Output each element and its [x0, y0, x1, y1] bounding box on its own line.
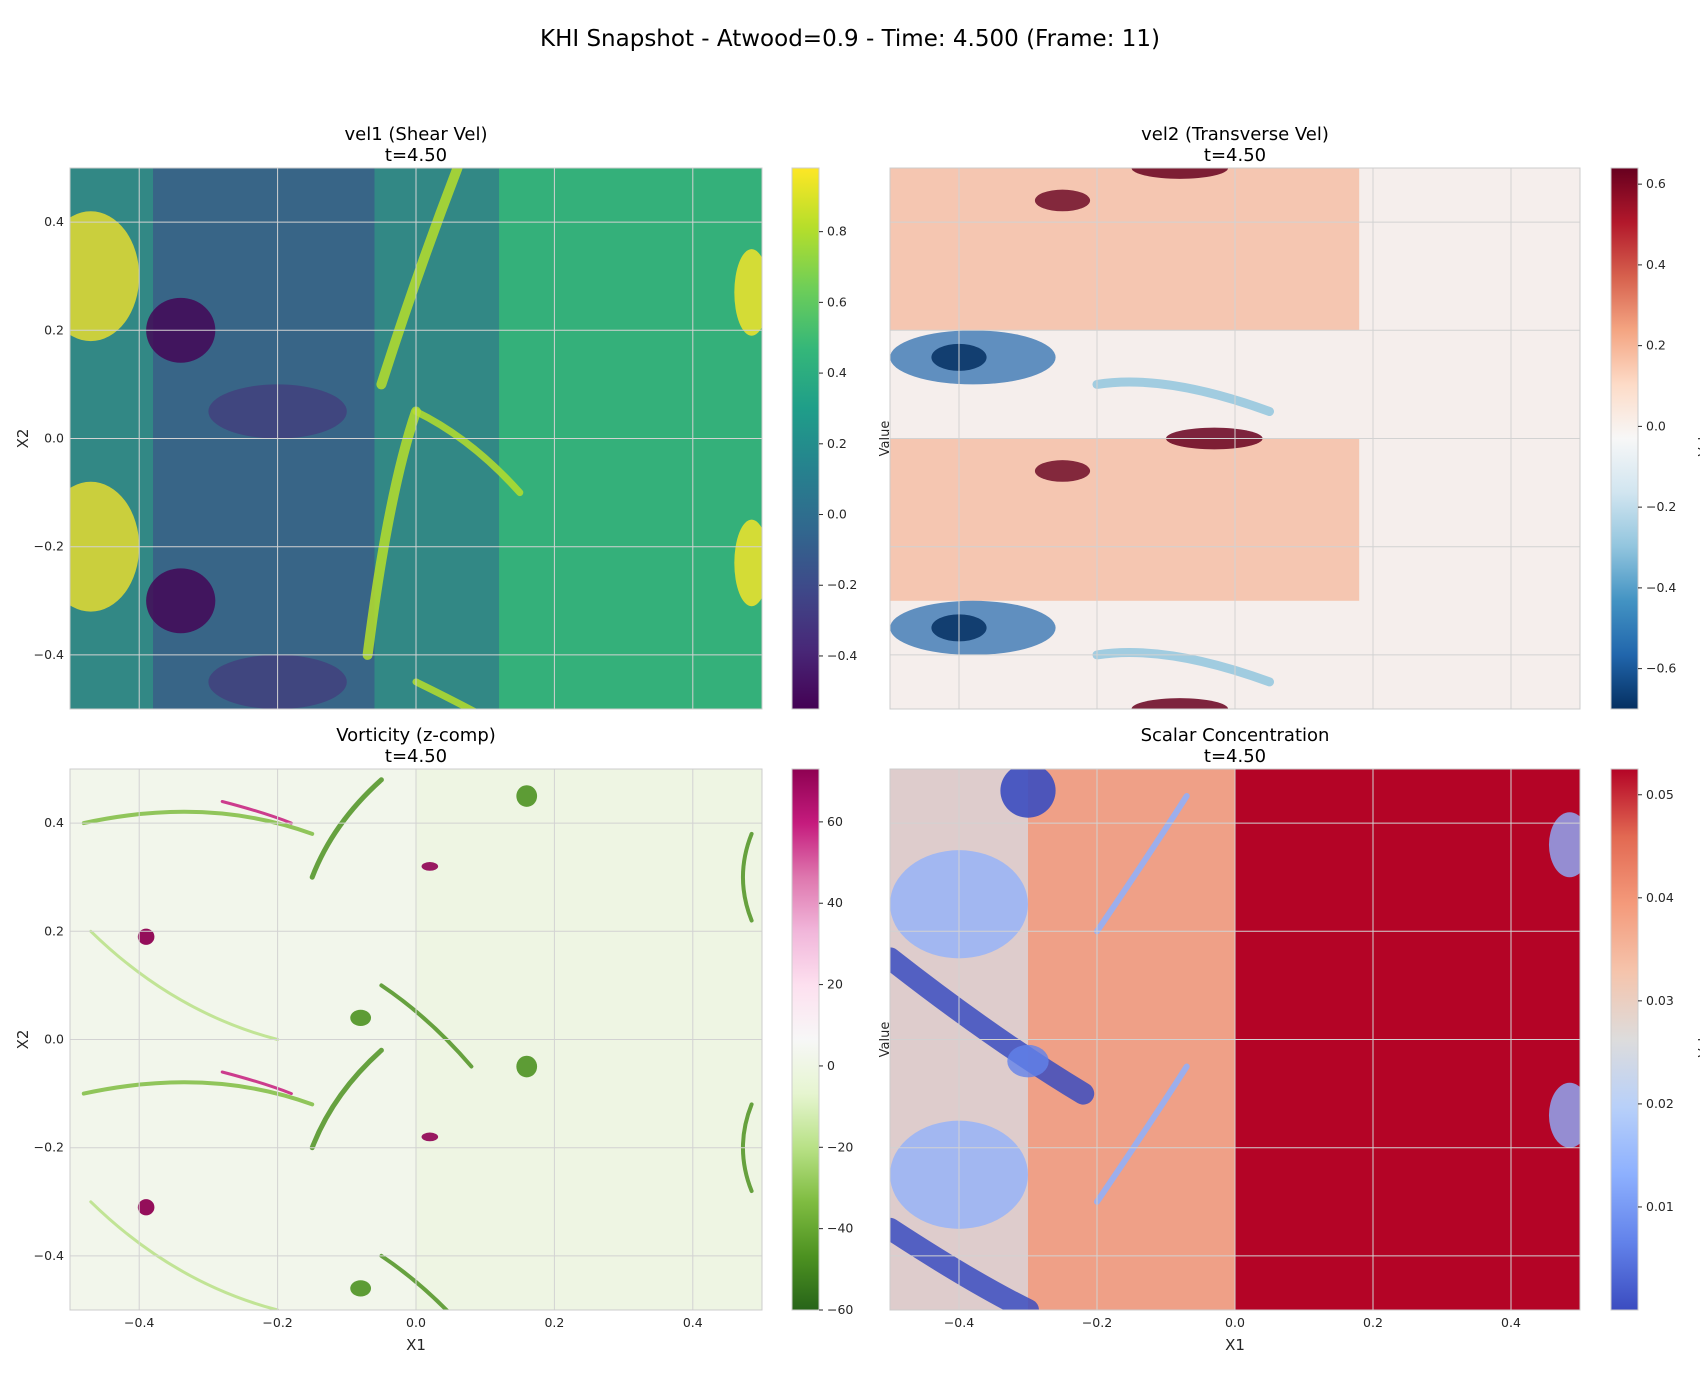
colorbar-tick-label: 0.04	[1646, 890, 1674, 905]
colorbar-tick-label: 40	[827, 895, 843, 910]
colorbar-tick-label: 0.0	[827, 507, 847, 522]
panel-subtitle: t=4.50	[385, 746, 447, 767]
y-tick-label: −0.2	[34, 539, 64, 554]
colorbar-tick-label: 0.6	[1646, 176, 1666, 191]
colorbar-tick-label: −20	[827, 1139, 853, 1154]
colorbar-tick-label: 0.01	[1646, 1199, 1674, 1214]
colorbar-tick-label: 0.8	[827, 224, 847, 239]
viridis-field-image	[70, 168, 762, 709]
colorbar-tick-label: −0.2	[827, 577, 857, 592]
colorbar-tick-label: −0.4	[827, 648, 857, 663]
colorbar: −0.4 −0.2 0.0 0.2 0.4 0.6 0.8 Value	[791, 167, 893, 710]
y-axis-label: X2	[14, 1030, 32, 1050]
x-tick-label: 0.4	[1501, 1315, 1521, 1330]
y-tick-label: 0.0	[44, 1032, 64, 1047]
x-tick-label: −0.2	[1082, 1315, 1112, 1330]
colorbar-tick-label: −0.2	[1646, 499, 1676, 514]
panel-vel1-shear-vel-: vel1 (Shear Vel)t=4.50 −0.4 −0.2 0.0 0.2 0.4 X…	[14, 124, 893, 710]
colorbar-tick-label: 0.05	[1646, 787, 1674, 802]
x-tick-label: 0.2	[544, 1315, 564, 1330]
y-tick-label: 0.2	[44, 923, 64, 938]
colorbar-gradient	[1610, 768, 1639, 1311]
y-axis-label: X2	[14, 429, 32, 449]
panel-title: Vorticity (z-comp)	[336, 725, 496, 746]
y-tick-label: 0.0	[44, 431, 64, 446]
colorbar-tick-label: 0.4	[827, 365, 847, 380]
panel-subtitle: t=4.50	[1204, 746, 1266, 767]
colorbar-gradient	[791, 167, 820, 710]
x-axis-label: X1	[406, 1336, 426, 1354]
x-tick-label: 0.0	[1225, 1315, 1245, 1330]
colorbar-tick-label: −60	[827, 1302, 853, 1317]
gridlines	[890, 168, 1580, 709]
panel-subtitle: t=4.50	[385, 145, 447, 166]
colorbar-label: Value	[1697, 1022, 1700, 1058]
gridlines	[70, 168, 762, 709]
panel-vorticity-z-comp-: Vorticity (z-comp)t=4.50 −0.4 −0.2 0.0 0.2 0.…	[14, 725, 893, 1354]
colorbar-tick-label: 0.03	[1646, 993, 1674, 1008]
colorbar: −60 −40 −20 0 20 40 60 Value	[791, 768, 893, 1317]
colorbar-tick-label: 20	[827, 977, 843, 992]
panel-title: Scalar Concentration	[1141, 725, 1330, 746]
y-tick-label: 0.2	[44, 322, 64, 337]
x-tick-label: −0.4	[124, 1315, 154, 1330]
colorbar-tick-label: 0.4	[1646, 257, 1666, 272]
panel-title: vel1 (Shear Vel)	[345, 124, 488, 145]
colorbar-tick-label: −0.4	[1646, 580, 1676, 595]
panel-subtitle: t=4.50	[1204, 145, 1266, 166]
colorbar-tick-label: 0.0	[1646, 418, 1666, 433]
y-tick-label: 0.4	[44, 214, 64, 229]
plot-frame	[889, 167, 1581, 710]
coolwarm-field-image	[890, 769, 1580, 1310]
colorbar-tick-label: 0.2	[1646, 338, 1666, 353]
gridlines	[70, 769, 762, 1310]
y-tick-label: −0.4	[34, 647, 64, 662]
x-tick-label: −0.4	[944, 1315, 974, 1330]
x-axis-label: X1	[1225, 1336, 1245, 1354]
gridlines	[890, 769, 1580, 1310]
panel-title: vel2 (Transverse Vel)	[1141, 124, 1329, 145]
y-tick-label: −0.2	[34, 1140, 64, 1155]
x-tick-label: 0.2	[1363, 1315, 1383, 1330]
colorbar: 0.01 0.02 0.03 0.04 0.05 Value	[1610, 768, 1700, 1311]
colorbar-tick-label: −40	[827, 1221, 853, 1236]
colorbar-gradient	[791, 768, 820, 1311]
y-tick-label: −0.4	[34, 1248, 64, 1263]
plot-frame	[69, 768, 763, 1311]
colorbar-label: Value	[878, 421, 893, 457]
panel-vel2-transverse-vel-: vel2 (Transverse Vel)t=4.50 −0.6 −0.4 −0.2 0…	[889, 124, 1700, 710]
plot-frame	[69, 167, 763, 710]
colorbar-label: Value	[878, 1022, 893, 1058]
colorbar-tick-label: 60	[827, 814, 843, 829]
plot-frame	[889, 768, 1581, 1311]
y-tick-label: 0.4	[44, 815, 64, 830]
colorbar-label: Value	[1697, 421, 1700, 457]
colorbar-tick-label: 0.6	[827, 294, 847, 309]
x-tick-label: −0.2	[262, 1315, 292, 1330]
colorbar-tick-label: −0.6	[1646, 661, 1676, 676]
colorbar-tick-label: 0.02	[1646, 1096, 1674, 1111]
colorbar-gradient	[1610, 167, 1639, 710]
colorbar-tick-label: 0	[827, 1058, 835, 1073]
x-tick-label: 0.0	[406, 1315, 426, 1330]
figure-title: KHI Snapshot - Atwood=0.9 - Time: 4.500 …	[540, 26, 1160, 52]
colorbar-tick-label: 0.2	[827, 436, 847, 451]
x-tick-label: 0.4	[683, 1315, 703, 1330]
colorbar: −0.6 −0.4 −0.2 0.0 0.2 0.4 0.6 Value	[1610, 167, 1700, 710]
